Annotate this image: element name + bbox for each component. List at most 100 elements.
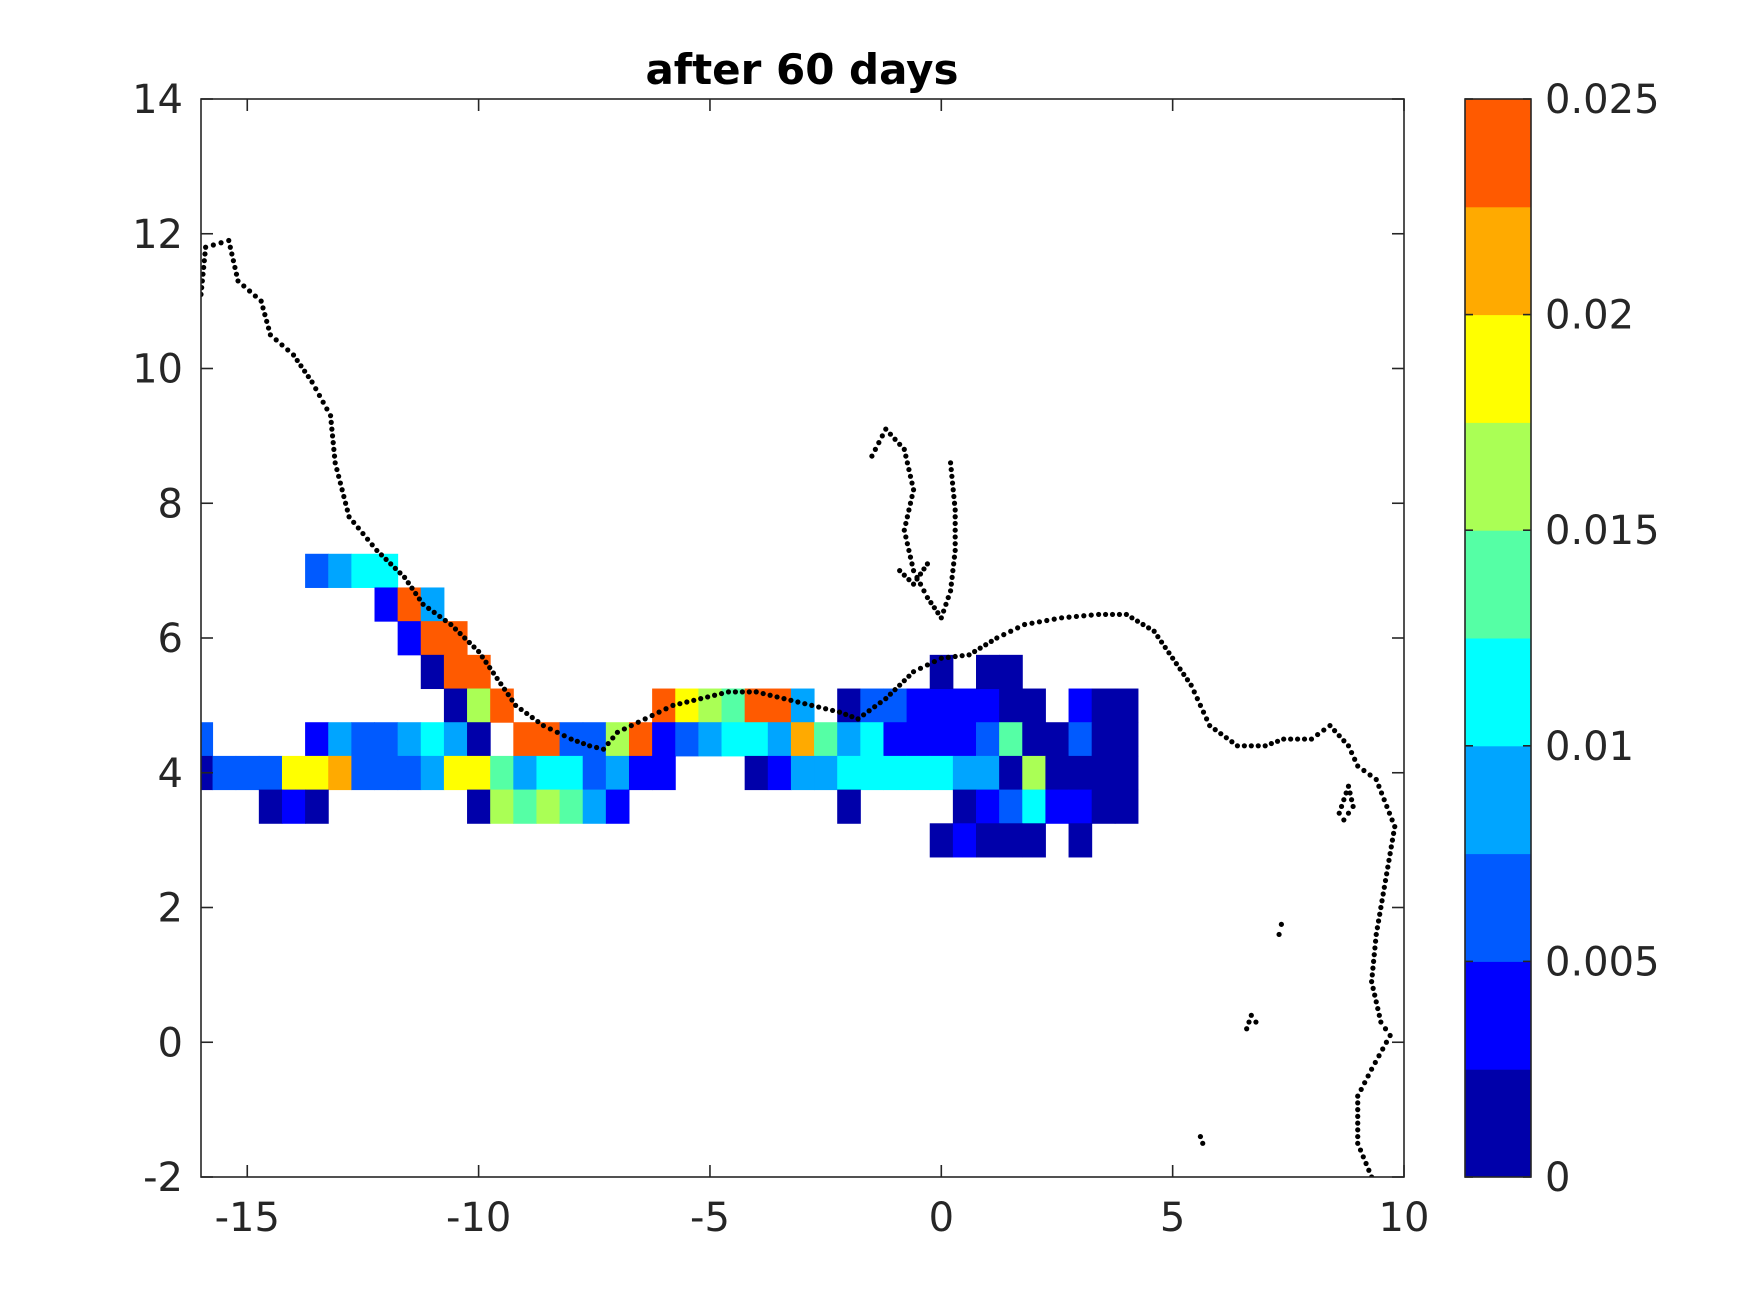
coastline-dot <box>1262 743 1268 749</box>
heatmap-cell <box>814 755 838 791</box>
y-tick-label: -2 <box>143 1155 183 1201</box>
coastline-dot <box>509 697 515 703</box>
coastline-dot <box>1015 625 1021 631</box>
colorbar-segment <box>1465 853 1531 962</box>
coastline-dot <box>897 682 903 688</box>
coastline-dot <box>1363 1160 1369 1167</box>
coastline-dot <box>901 678 907 684</box>
heatmap-cell <box>258 789 283 824</box>
colorbar-segment <box>1465 745 1531 855</box>
heatmap-cell <box>1114 722 1139 757</box>
coastline-dot <box>201 278 205 284</box>
heatmap-cell <box>999 823 1023 858</box>
coastline-dot <box>924 662 931 668</box>
heatmap-cell <box>420 722 445 757</box>
coastline-dot <box>378 552 385 558</box>
coastline-dot <box>1308 736 1315 742</box>
coastline-dot <box>392 565 398 571</box>
coastline-dot <box>945 594 951 601</box>
plot-frame <box>200 98 1405 1178</box>
heatmap-cell <box>860 722 884 757</box>
coastline-dot <box>1370 965 1376 971</box>
coastline-dot <box>594 744 600 751</box>
coastline-dot <box>938 655 944 661</box>
heatmap-cells <box>201 553 1139 858</box>
heatmap-cell <box>1114 789 1139 824</box>
heatmap-cell <box>952 755 977 791</box>
coastline-dot <box>1388 844 1394 850</box>
coastline-dot <box>746 689 752 695</box>
coastline-dot <box>739 689 745 695</box>
coastline-dot <box>229 251 235 257</box>
heatmap-cell <box>1114 688 1139 723</box>
heatmap-cell <box>351 722 376 757</box>
coastline-dot <box>947 588 954 594</box>
colorbar-segment <box>1465 638 1531 747</box>
coastline-dot <box>1355 1127 1361 1133</box>
coastline-dot <box>1355 1107 1361 1113</box>
heatmap-cell <box>305 553 329 588</box>
coastline-dot <box>397 570 403 576</box>
colorbar-frame <box>1464 98 1532 1178</box>
coastline-dot <box>1369 1066 1375 1072</box>
coastlines <box>201 237 1398 1177</box>
coastline-dot <box>909 480 915 486</box>
coastline-dot <box>1373 999 1379 1005</box>
heatmap-cell <box>675 688 699 723</box>
coastline-dot <box>383 556 389 562</box>
coastline-dot <box>1350 803 1356 810</box>
heatmap-cell <box>837 755 861 791</box>
coastline-dot <box>872 446 878 452</box>
coastline-dot <box>1102 611 1109 618</box>
coastline-dot <box>1348 797 1355 803</box>
coastline-dot <box>1321 727 1327 733</box>
heatmap-cell <box>467 789 491 824</box>
coastline-dot <box>364 536 371 542</box>
coastline-dot <box>901 527 907 533</box>
coastline-dot <box>951 493 957 500</box>
heatmap-cell <box>1022 789 1046 824</box>
heatmap-cell <box>721 722 746 757</box>
coastline-dot <box>951 500 958 506</box>
coastline-dot <box>457 630 463 637</box>
coastline-dot <box>1162 644 1168 651</box>
coastline-dot <box>781 696 787 702</box>
heatmap-cell <box>1068 722 1093 757</box>
coastline-dot <box>866 708 872 714</box>
coastline-dot <box>431 609 437 615</box>
heatmap-cell <box>374 587 399 622</box>
coastline-dot <box>952 653 958 660</box>
coastline-dot <box>1327 722 1333 729</box>
coastline-dot <box>823 706 829 712</box>
heatmap-cell <box>1045 755 1070 791</box>
coastline-dot <box>705 694 711 700</box>
coastline-dot <box>258 298 264 304</box>
coastline-dot <box>1066 614 1072 620</box>
coastline-dot <box>1384 871 1390 877</box>
coastline-dot <box>1288 736 1294 742</box>
coastline-dot <box>1355 1100 1361 1106</box>
coastline-dot <box>1166 650 1172 656</box>
coastline-dot <box>829 707 836 714</box>
heatmap-cell <box>976 688 1000 723</box>
coastline-dot <box>1369 979 1375 985</box>
heatmap-cell <box>397 621 422 656</box>
coastline-dot <box>1123 611 1129 618</box>
coastline-dot <box>901 572 907 578</box>
coastline-dot <box>547 726 553 732</box>
coastline-dot <box>1218 731 1224 737</box>
coastline-dot <box>883 696 889 702</box>
heatmap-cell <box>443 755 468 791</box>
coastline-dot <box>329 433 336 439</box>
coastline-dot <box>265 325 272 331</box>
coastline-dot <box>1008 628 1014 634</box>
heatmap-cell <box>374 722 399 757</box>
coastline-dot <box>416 596 422 602</box>
coastline-dot <box>568 736 574 742</box>
coastline-dot <box>462 635 468 641</box>
coastline-dot <box>879 433 885 439</box>
coastline-dot <box>1088 612 1094 618</box>
coastline <box>1197 1133 1206 1146</box>
x-tick-label: -10 <box>446 1195 511 1241</box>
coastline-dot <box>906 507 912 513</box>
